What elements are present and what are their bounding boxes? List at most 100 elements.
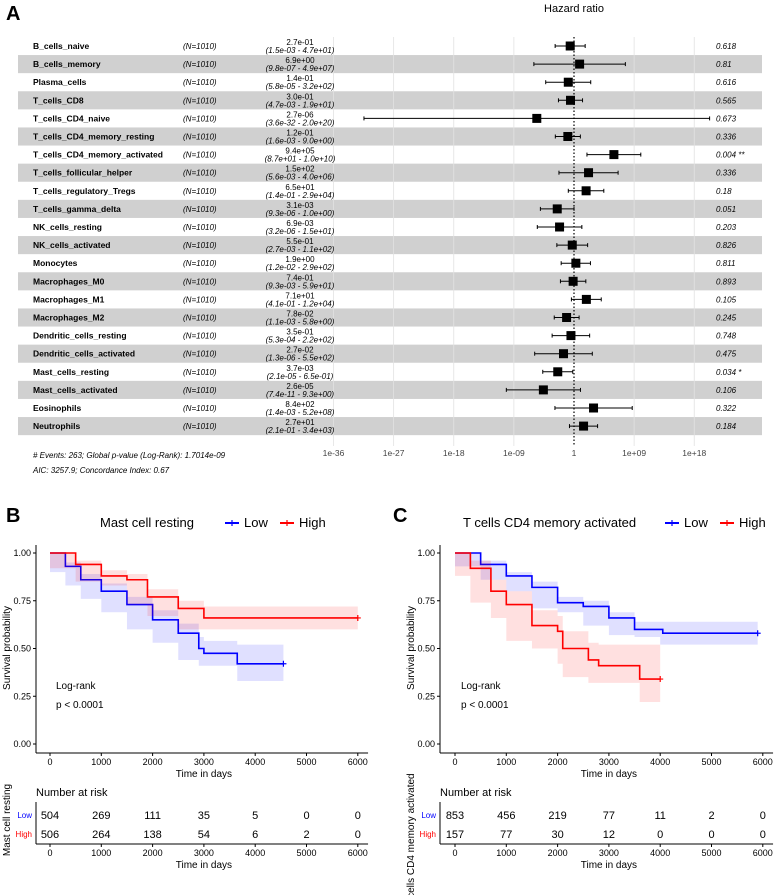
risk-x-axis-label: Time in days <box>176 860 232 871</box>
row-p-value: 0.826 <box>716 241 737 250</box>
risk-row-label: High <box>420 830 436 839</box>
y-tick-label: 0.75 <box>13 596 31 606</box>
x-tick-label: 0 <box>47 757 52 767</box>
row-label: T_cells_CD4_memory_activated <box>33 150 163 160</box>
footer-aic: AIC: 3257.9; Concordance Index: 0.67 <box>32 466 170 475</box>
row-band <box>18 55 762 74</box>
logrank-label: Log-rank <box>56 681 96 692</box>
censor-mark <box>754 630 761 637</box>
panel-label-c: C <box>393 505 407 527</box>
row-ci: (8.7e+01 - 1.0e+10) <box>265 155 336 164</box>
row-n: (N=1010) <box>183 422 217 431</box>
risk-table-title: Number at risk <box>36 787 108 799</box>
x-tick-label: 1 <box>572 448 577 458</box>
row-label: Mast_cells_activated <box>33 385 118 395</box>
forest-title: Hazard ratio <box>544 3 604 15</box>
censor-mark <box>657 676 664 683</box>
row-ci: (1.6e-03 - 9.0e+00) <box>266 137 335 146</box>
risk-count: 2 <box>708 810 714 822</box>
row-hr: 7.4e-01 <box>286 273 314 282</box>
x-tick-label: 5000 <box>296 757 316 767</box>
risk-count: 0 <box>303 810 309 822</box>
row-label: NK_cells_activated <box>33 240 111 250</box>
risk-x-tick-label: 4000 <box>650 848 670 858</box>
row-n: (N=1010) <box>183 368 217 377</box>
risk-x-axis-label: Time in days <box>581 860 637 871</box>
hr-point <box>553 367 563 377</box>
row-band <box>18 308 762 327</box>
hr-point <box>563 77 573 87</box>
row-hr: 6.5e+01 <box>285 183 315 192</box>
risk-y-axis-label: Mast cell resting <box>2 784 13 856</box>
x-axis-label: Time in days <box>176 769 232 780</box>
risk-x-tick-label: 1000 <box>496 848 516 858</box>
row-p-value: 0.004 ** <box>716 151 745 160</box>
row-p-value: 0.105 <box>716 295 737 304</box>
row-hr: 3.7e-03 <box>286 364 314 373</box>
censor-mark <box>354 614 361 621</box>
legend-low-label: Low <box>684 515 708 530</box>
row-label: Mast_cells_resting <box>33 367 109 377</box>
survival-curve-high <box>455 552 661 680</box>
row-n: (N=1010) <box>183 404 217 413</box>
row-n: (N=1010) <box>183 169 217 178</box>
row-p-value: 0.673 <box>716 114 737 123</box>
row-ci: (1.5e-03 - 4.7e+01) <box>266 46 335 55</box>
hr-point <box>559 349 569 359</box>
row-label: T_cells_follicular_helper <box>33 168 133 178</box>
km-plot-mast-cell-resting: Mast cell resting Low High 0.00 0.25 0.50 0.75… <box>2 515 369 871</box>
row-hr: 6.9e-03 <box>286 219 314 228</box>
y-tick-label: 0.00 <box>417 739 435 749</box>
row-ci: (1.4e-03 - 5.2e+08) <box>266 408 335 417</box>
row-ci: (9.8e-07 - 4.9e+07) <box>266 64 335 73</box>
km-plot-t-cells-cd4-memory-activated: T cells CD4 memory activated Low High 0.00 0… <box>406 515 774 895</box>
risk-count: 456 <box>497 810 515 822</box>
ci-band-low <box>50 553 284 681</box>
hr-point <box>579 421 589 431</box>
row-ci: (9.3e-06 - 1.0e+00) <box>266 209 335 218</box>
row-hr: 2.7e+01 <box>285 418 315 427</box>
hr-point <box>571 258 581 268</box>
risk-x-tick-label: 3000 <box>599 848 619 858</box>
row-hr: 7.1e+01 <box>285 291 315 300</box>
logrank-p-value: p < 0.0001 <box>461 700 509 711</box>
row-hr: 8.4e+02 <box>285 400 315 409</box>
hr-point <box>566 331 576 341</box>
row-p-value: 0.811 <box>716 259 735 268</box>
row-label: T_cells_regulatory_Tregs <box>33 186 136 196</box>
hr-point <box>567 240 577 250</box>
row-ci: (1.2e-02 - 2.9e+02) <box>266 263 335 272</box>
risk-count: 0 <box>760 829 766 841</box>
row-ci: (1.1e-03 - 5.8e+00) <box>266 318 335 327</box>
row-n: (N=1010) <box>183 241 217 250</box>
row-hr: 1.9e+00 <box>285 255 315 264</box>
hr-point <box>538 385 548 395</box>
x-tick-label: 1000 <box>496 757 516 767</box>
row-p-value: 0.81 <box>716 60 732 69</box>
survival-curve-low <box>455 552 758 635</box>
row-label: Plasma_cells <box>33 77 87 87</box>
risk-x-tick-label: 0 <box>452 848 457 858</box>
row-p-value: 0.475 <box>716 350 737 359</box>
row-label: T_cells_CD8 <box>33 95 84 105</box>
row-p-value: 0.336 <box>716 169 737 178</box>
row-p-value: 0.565 <box>716 96 737 105</box>
x-tick-label: 3000 <box>194 757 214 767</box>
y-tick-label: 0.50 <box>417 644 435 654</box>
row-ci: (2.7e-03 - 1.1e+02) <box>266 245 335 254</box>
x-tick-label: 1e-36 <box>323 448 345 458</box>
row-ci: (3.2e-06 - 1.5e+01) <box>266 227 335 236</box>
y-tick-label: 1.00 <box>13 548 31 558</box>
km-title: Mast cell resting <box>100 515 194 530</box>
row-band <box>18 199 762 218</box>
risk-count: 0 <box>355 829 361 841</box>
row-ci: (5.3e-04 - 2.2e+02) <box>266 336 335 345</box>
risk-count: 157 <box>446 829 464 841</box>
y-tick-label: 0.00 <box>13 739 31 749</box>
risk-count: 5 <box>252 810 258 822</box>
risk-y-axis-label: T cells CD4 memory activated <box>406 773 417 895</box>
risk-count: 12 <box>603 829 615 841</box>
legend-low-label: Low <box>244 515 268 530</box>
row-hr: 3.1e-03 <box>286 201 314 210</box>
row-hr: 9.4e+05 <box>285 147 315 156</box>
